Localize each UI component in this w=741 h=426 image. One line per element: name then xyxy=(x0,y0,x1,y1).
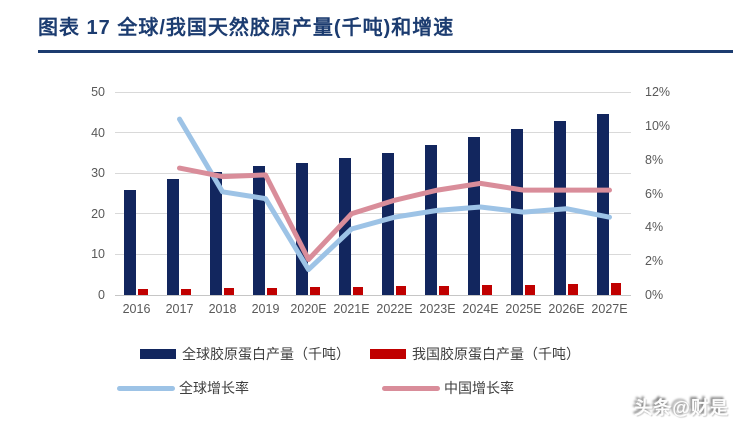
legend-label-global-growth: 全球增长率 xyxy=(179,380,249,396)
grid-line xyxy=(115,213,631,215)
bar-global xyxy=(339,158,351,295)
x-axis-tick: 2027E xyxy=(591,302,628,316)
right-axis-tick: 12% xyxy=(645,85,671,99)
x-axis-tick: 2018 xyxy=(208,302,237,316)
x-axis-tick: 2017 xyxy=(165,302,194,316)
legend-swatch-global-production xyxy=(140,349,176,359)
left-axis-tick: 0 xyxy=(98,288,105,302)
grid-line xyxy=(115,253,631,255)
legend-item-global-growth: 全球增长率 xyxy=(117,378,249,398)
bar-china xyxy=(524,284,535,295)
watermark: 头条@财是 xyxy=(634,398,729,418)
bar-global xyxy=(124,190,136,295)
grid-line xyxy=(115,132,631,134)
left-axis-tick: 30 xyxy=(91,166,105,181)
left-axis-tick: 10 xyxy=(91,247,105,262)
bar-china xyxy=(395,286,406,295)
legend-item-china-production: 我国胶原蛋白产量（千吨） xyxy=(370,344,580,364)
right-axis-tick: 10% xyxy=(645,118,671,133)
x-axis-line xyxy=(115,294,631,296)
x-axis-tick: 2026E xyxy=(548,302,585,316)
bar-china xyxy=(180,288,191,295)
bar-global xyxy=(167,179,179,295)
bar-global xyxy=(468,136,480,295)
legend-label-global-production: 全球胶原蛋白产量（千吨） xyxy=(182,346,350,362)
x-axis-tick: 2024E xyxy=(462,302,499,316)
bar-china xyxy=(610,283,621,295)
right-axis-tick: 0% xyxy=(645,288,664,302)
left-axis-tick: 20 xyxy=(91,206,105,221)
plot-area xyxy=(115,91,631,296)
bar-global xyxy=(382,153,394,295)
bar-china xyxy=(137,288,148,295)
title-rule xyxy=(38,50,733,53)
x-axis-tick: 2019 xyxy=(251,302,280,316)
page-title: 图表 17 全球/我国天然胶原产量(千吨)和增速 xyxy=(38,17,455,39)
legend-swatch-china-growth xyxy=(382,385,440,391)
x-axis-tick: 2020E xyxy=(290,302,327,316)
right-axis-tick: 4% xyxy=(645,220,664,235)
bar-global xyxy=(597,113,609,295)
left-axis-tick: 50 xyxy=(91,85,105,99)
line-china-growth xyxy=(177,165,612,262)
bar-global xyxy=(425,145,437,295)
legend-swatch-global-growth xyxy=(117,385,175,391)
x-axis-tick: 2022E xyxy=(376,302,413,316)
left-axis-tick: 40 xyxy=(91,125,105,140)
line-layer xyxy=(177,116,612,273)
legend-label-china-production: 我国胶原蛋白产量（千吨） xyxy=(412,346,580,362)
x-axis-tick: 2021E xyxy=(333,302,370,316)
legend-item-global-production: 全球胶原蛋白产量（千吨） xyxy=(140,344,350,364)
legend-swatch-china-production xyxy=(370,349,406,359)
x-axis-tick: 2025E xyxy=(505,302,542,316)
bar-china xyxy=(352,286,363,295)
right-axis-tick: 2% xyxy=(645,254,664,269)
legend-item-china-growth: 中国增长率 xyxy=(382,378,514,398)
bar-china xyxy=(266,287,277,295)
line-global-growth xyxy=(177,116,612,273)
right-axis-tick: 6% xyxy=(645,186,664,201)
grid-line xyxy=(115,172,631,174)
bar-china xyxy=(438,286,449,295)
bar-china xyxy=(567,284,578,295)
bar-china xyxy=(481,285,492,295)
x-axis-tick: 2023E xyxy=(419,302,456,316)
bar-global xyxy=(210,172,222,295)
x-axis-tick: 2016 xyxy=(122,302,151,316)
bar-china xyxy=(223,288,234,295)
legend-label-china-growth: 中国增长率 xyxy=(444,380,514,396)
bar-china xyxy=(309,287,320,295)
grid-line xyxy=(115,91,631,93)
right-axis-tick: 8% xyxy=(645,152,664,167)
